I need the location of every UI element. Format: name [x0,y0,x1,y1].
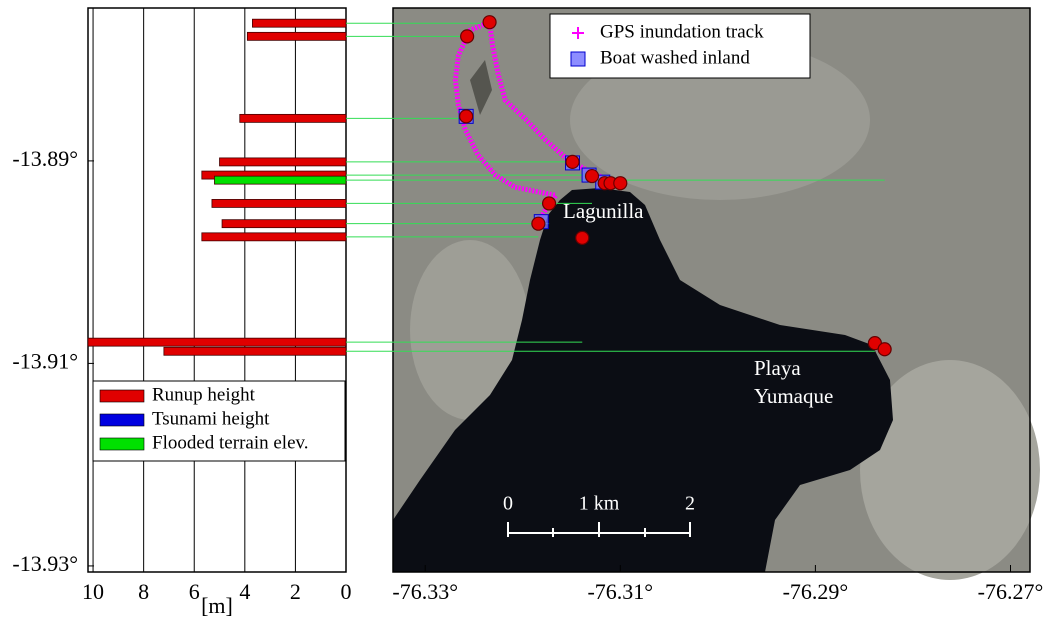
bar [164,347,346,355]
runup-point [586,170,599,183]
legend-label: GPS inundation track [600,21,764,42]
scale-label: 0 [503,493,513,515]
figure: 0 1 km 2 Lagunilla Playa Yumaque [m] 10 8… [0,0,1046,627]
x-tick-label: 0 [341,579,352,604]
legend-label: Boat washed inland [600,47,750,68]
bar [202,233,346,241]
x-tick-label: -76.27° [978,579,1044,604]
x-tick-label: 6 [189,579,200,604]
y-tick-label: -13.89° [12,146,78,171]
y-tick-label: -13.91° [12,348,78,373]
runup-point [878,343,891,356]
plot-area [88,8,346,572]
runup-point [543,197,556,210]
legend-swatch [100,390,144,402]
legend-label: Runup height [152,384,256,405]
legend: Runup height Tsunami height Flooded terrai… [93,381,345,461]
bar [222,220,346,228]
legend-label: Tsunami height [152,408,270,429]
bar [212,199,346,207]
scale-label: 2 [685,493,695,515]
legend-swatch [571,52,585,66]
runup-point [461,30,474,43]
legend: GPS inundation track Boat washed inland [550,14,810,78]
bar [88,338,346,346]
x-tick-label: -76.29° [783,579,849,604]
runup-point [576,231,589,244]
legend-swatch [100,414,144,426]
x-tick-label: 8 [138,579,149,604]
place-label: Yumaque [754,384,833,408]
scale-label: 1 km [579,493,620,515]
x-tick-label: -76.31° [587,579,653,604]
x-tick-label: -76.33° [392,579,458,604]
y-tick-label: -13.93° [12,551,78,576]
bar [247,32,346,40]
runup-point [460,110,473,123]
x-tick-label: 4 [239,579,250,604]
runup-point [532,217,545,230]
runup-point [483,16,496,29]
legend-swatch [100,438,144,450]
place-label: Lagunilla [563,199,644,223]
bar [240,114,346,122]
x-tick-label: 10 [82,579,104,604]
x-axis-label: [m] [201,593,233,618]
place-label: Playa [754,356,801,380]
bar [252,19,346,27]
bar [220,158,346,166]
runup-point [566,155,579,168]
legend-label: Flooded terrain elev. [152,432,309,453]
runup-point [614,177,627,190]
bar [214,176,346,184]
x-tick-label: 2 [290,579,301,604]
